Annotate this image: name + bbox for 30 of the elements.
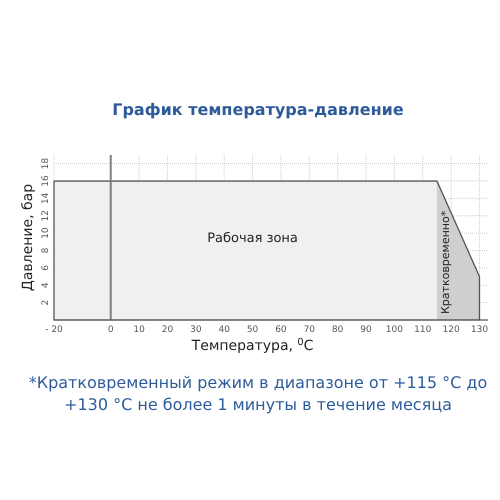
y-tick-label: 16: [41, 175, 51, 187]
x-tick-label: 50: [246, 325, 259, 335]
chart-title: График температура-давление: [112, 100, 404, 119]
x-tick-label: 110: [414, 325, 432, 335]
x-tick-label: 40: [218, 325, 230, 335]
annotation: Рабочая зона: [207, 230, 298, 246]
y-axis-title: Давление, бар: [20, 184, 36, 292]
x-tick-label: 70: [304, 325, 316, 335]
x-tick-label: 30: [190, 325, 202, 335]
y-tick-label: 18: [41, 158, 51, 170]
y-tick-label: 8: [41, 247, 51, 254]
y-tick-label: 6: [41, 264, 51, 271]
x-axis-title: Температура, $^{0}$C: [190, 336, 314, 354]
y-tick-label: 10: [41, 227, 51, 239]
x-tick-label: 100: [386, 325, 404, 335]
x-tick-label: 90: [360, 325, 372, 335]
text: *Кратковременный режим в диапазоне от +115 °C до +130 °C не более 1 минуты в течение месяца: [28, 372, 488, 416]
x-tick-label: 0: [108, 325, 114, 335]
x-tick-label: 130: [470, 325, 488, 335]
y-tick-label: 2: [41, 300, 51, 306]
x-tick-label: - 20: [45, 325, 64, 335]
x-tick-label: 120: [442, 325, 460, 335]
band-label: Кратковременно*: [438, 210, 452, 314]
x-tick-label: 10: [133, 325, 146, 335]
x-tick-label: 20: [162, 325, 174, 335]
y-tick-label: 14: [41, 192, 51, 204]
y-tick-label: 12: [41, 210, 51, 222]
y-tick-label: 4: [41, 282, 51, 288]
x-tick-label: 60: [275, 325, 287, 335]
x-tick-label: 80: [332, 325, 344, 335]
